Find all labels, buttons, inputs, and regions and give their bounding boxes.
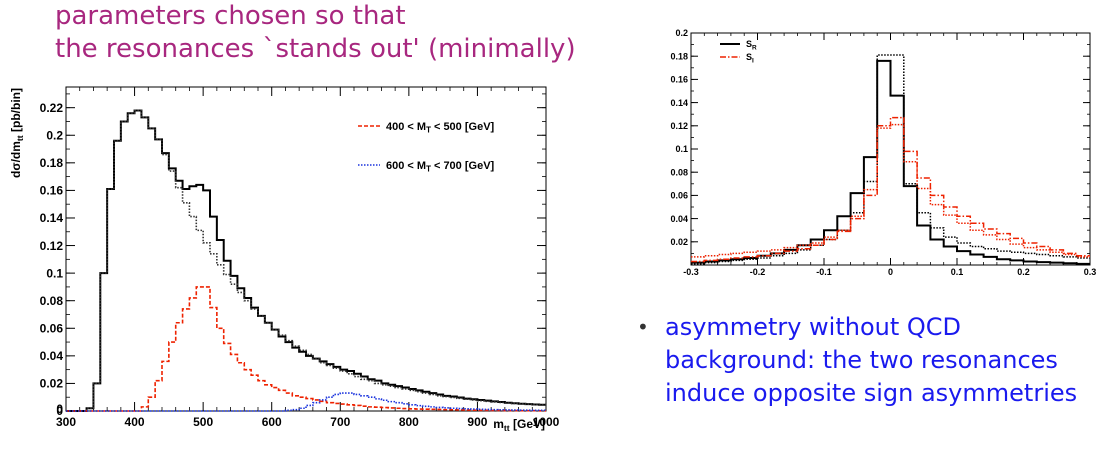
bullet-marker: • [637,315,649,339]
y-axis-title: dσ/dmtt​ [pb/bin] [9,88,25,178]
x-tick-label: 0.2 [1017,267,1030,277]
y-tick-label: 0.14 [670,98,688,108]
y-tick-label: 0 [56,404,63,418]
plot-frame [65,86,547,412]
legend-label: 400 < MT​ < 500 [GeV] [386,121,495,135]
legend-label: SI​ [746,52,754,64]
series-line-o1-3 [691,123,1090,258]
series-line-mtt-0 [66,109,546,412]
y-tick-label: 0.12 [40,239,64,253]
x-tick-label: 600 [262,415,282,429]
series-line-mtt-1 [66,109,546,412]
y-tick-label: 0.02 [670,237,688,247]
legend-label: 600 < MT​ < 700 [GeV] [386,160,495,174]
y-tick-label: 0.16 [40,184,64,198]
y-tick-label: 0.16 [670,75,688,85]
x-axis-title: mtt​ [GeV] [493,417,545,433]
series-line-o1-2 [691,116,1090,263]
y-tick-label: 0.06 [670,191,688,201]
y-tick-label: 0.1 [675,144,688,154]
y-tick-label: 0.18 [670,51,688,61]
o1-asymmetry-chart: -0.3 -0.2 -0.1 0 0.1 0.2 0.3 0.02 0.04 0.06 0.08 0.… [670,28,1097,277]
heading-line-2: the resonances `stands out' (minimally) [55,34,576,64]
y-tick-label: 0.04 [670,214,688,224]
x-tick-label: 900 [467,415,487,429]
y-tick-label: 0.06 [40,321,64,335]
bullet-line-3: induce opposite sign asymmetries [665,379,1078,407]
x-tick-label: 0.1 [951,267,964,277]
y-tick-label: 0.02 [40,377,64,391]
y-tick-label: 0.04 [40,349,64,363]
y-tick-label: 0.08 [670,167,688,177]
x-tick-label: -0.2 [750,267,766,277]
y-tick-label: 0.18 [40,156,64,170]
x-tick-label: 300 [56,415,76,429]
x-tick-label: -0.3 [683,267,699,277]
heading-line-1: parameters chosen so that [55,1,406,31]
y-tick-label: 0.12 [670,121,688,131]
series-line-o1-1 [691,54,1090,265]
bullet-line-2: background: the two resonances [665,346,1058,374]
series-line-mtt-3 [66,392,546,412]
series-line-mtt-2 [66,286,546,412]
legend-label: SR​ [746,39,757,51]
x-tick-label: 1000 [533,415,560,429]
x-tick-label: 700 [330,415,350,429]
mtt-distribution-chart: 300 400 500 600 700 800 900 1000 0 0.02 0.04 0.06 0.… [9,86,560,433]
y-tick-label: 0.2 [675,28,688,38]
x-tick-label: 0.3 [1084,267,1097,277]
y-tick-label: 0.08 [40,294,64,308]
x-tick-label: 800 [399,415,419,429]
x-tick-label: 0 [888,267,893,277]
bullet-line-1: asymmetry without QCD [665,313,962,341]
y-tick-label: 0.14 [40,211,64,225]
y-tick-label: 0.2 [46,128,63,142]
x-tick-label: 400 [125,415,145,429]
x-tick-label: -0.1 [816,267,832,277]
y-tick-label: 0.22 [40,101,64,115]
series-line-o1-0 [691,59,1090,265]
y-tick-label: 0.1 [46,266,63,280]
slide-heading: parameters chosen so that the resonances… [55,0,576,66]
x-tick-label: 500 [193,415,213,429]
y-tick-label: 0 [56,402,63,416]
